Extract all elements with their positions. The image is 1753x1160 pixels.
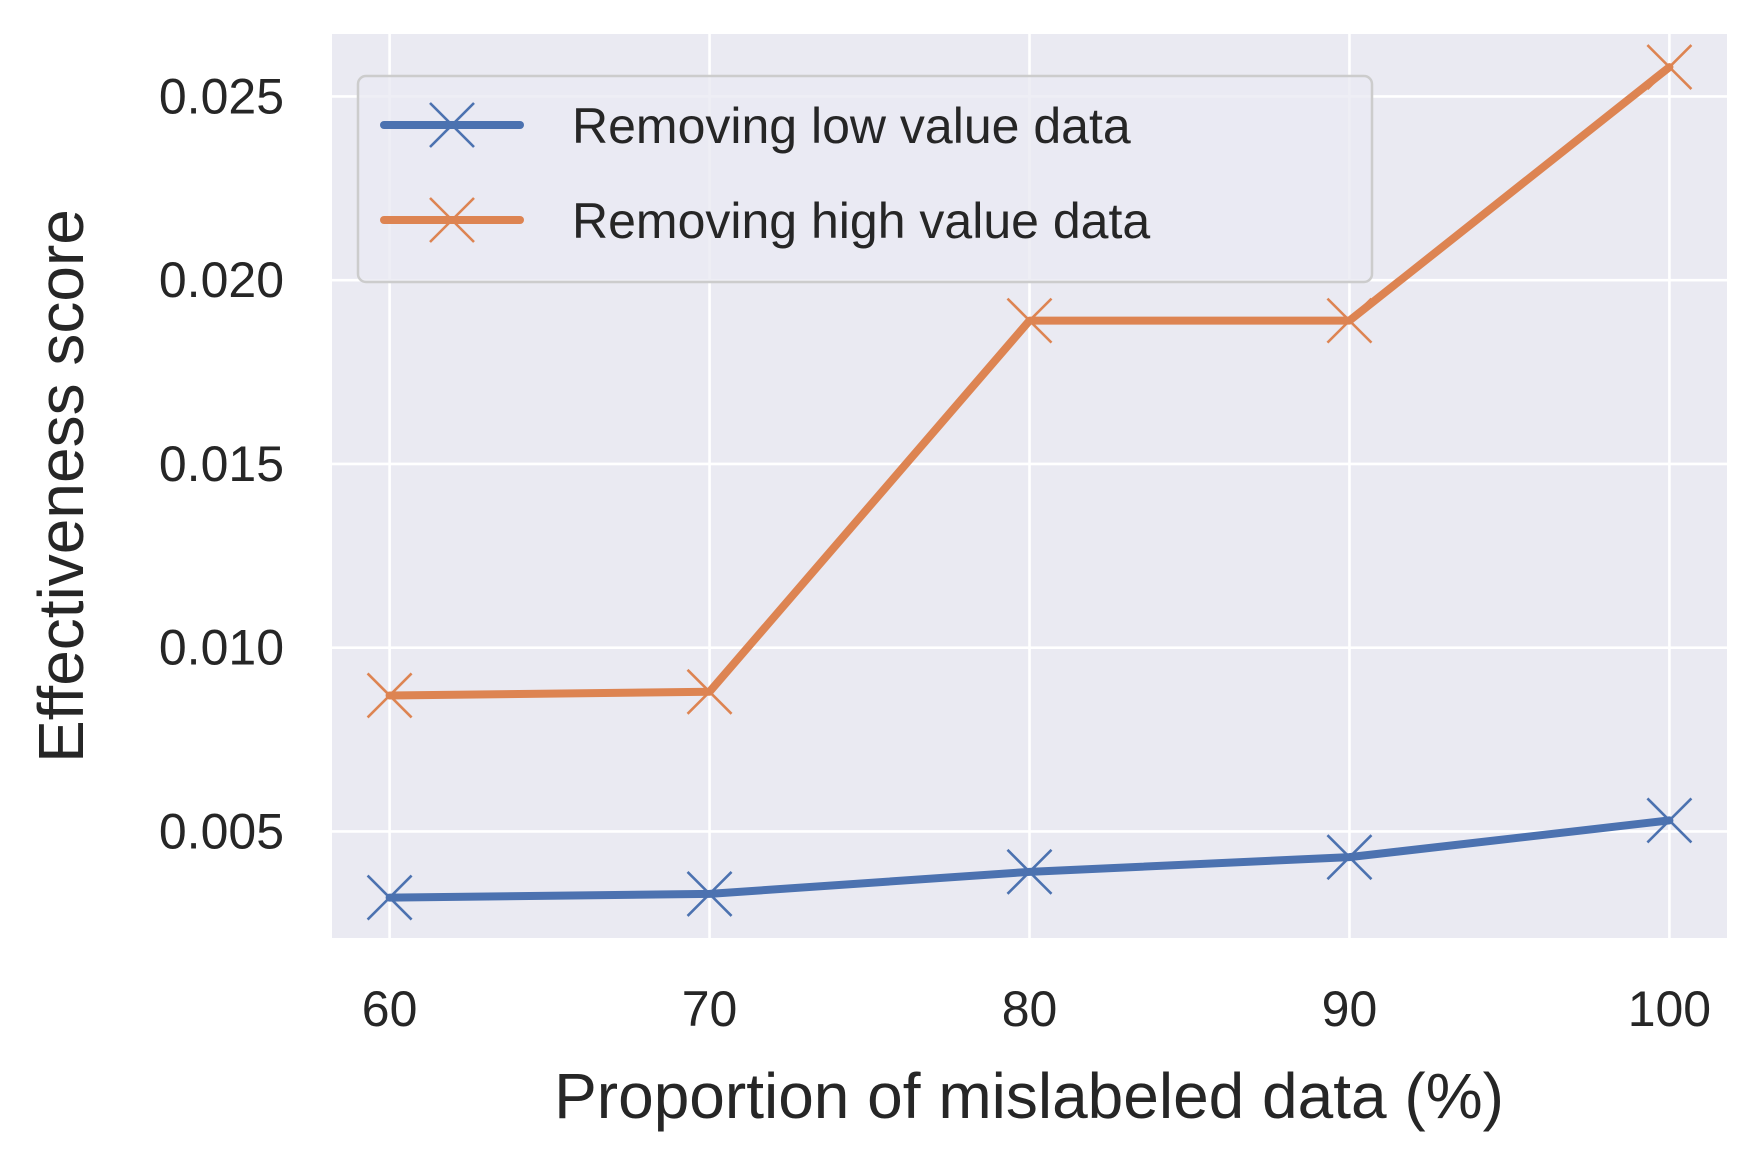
data-point-marker [686, 870, 733, 917]
y-tick-label: 0.010 [159, 620, 284, 676]
y-tick-label: 0.020 [159, 252, 284, 308]
y-axis-label: Effectiveness score [25, 209, 97, 763]
legend-entries: Removing low value data Removing high val… [380, 98, 1150, 249]
legend-label: Removing high value data [572, 193, 1150, 249]
y-tick-label: 0.015 [159, 436, 284, 492]
y-tick-label: 0.025 [159, 68, 284, 124]
x-tick-label: 100 [1628, 981, 1711, 1037]
legend-box [356, 74, 1374, 284]
legend-label: Removing low value data [572, 98, 1131, 154]
legend-marker [429, 102, 475, 148]
data-series [366, 44, 1693, 921]
x-tick-label: 60 [362, 981, 418, 1037]
data-point-marker [366, 874, 413, 921]
y-tick-label: 0.005 [159, 803, 284, 859]
data-point-marker [1006, 848, 1053, 895]
data-point-marker [686, 668, 733, 715]
legend-entry-high-value: Removing high value data [380, 193, 1150, 249]
legend: Removing low value data Removing high val… [356, 74, 1374, 284]
data-point-marker [1326, 834, 1373, 881]
x-tick-label: 90 [1322, 981, 1378, 1037]
x-tick-label: 80 [1002, 981, 1058, 1037]
data-point-marker [1646, 797, 1693, 844]
data-point-marker [1326, 297, 1373, 344]
legend-marker [429, 197, 475, 243]
data-point-marker [1646, 44, 1693, 90]
series-high-value [366, 44, 1693, 719]
x-axis-label: Proportion of mislabeled data (%) [554, 1060, 1504, 1132]
x-tick-labels: 60 70 80 90 100 [362, 981, 1711, 1037]
legend-entry-low-value: Removing low value data [380, 98, 1131, 154]
x-tick-label: 70 [682, 981, 738, 1037]
data-point-marker [1006, 297, 1053, 344]
series-low-value [366, 797, 1693, 921]
data-point-marker [366, 672, 413, 719]
y-tick-labels: 0.005 0.010 0.015 0.020 0.025 [159, 68, 284, 859]
